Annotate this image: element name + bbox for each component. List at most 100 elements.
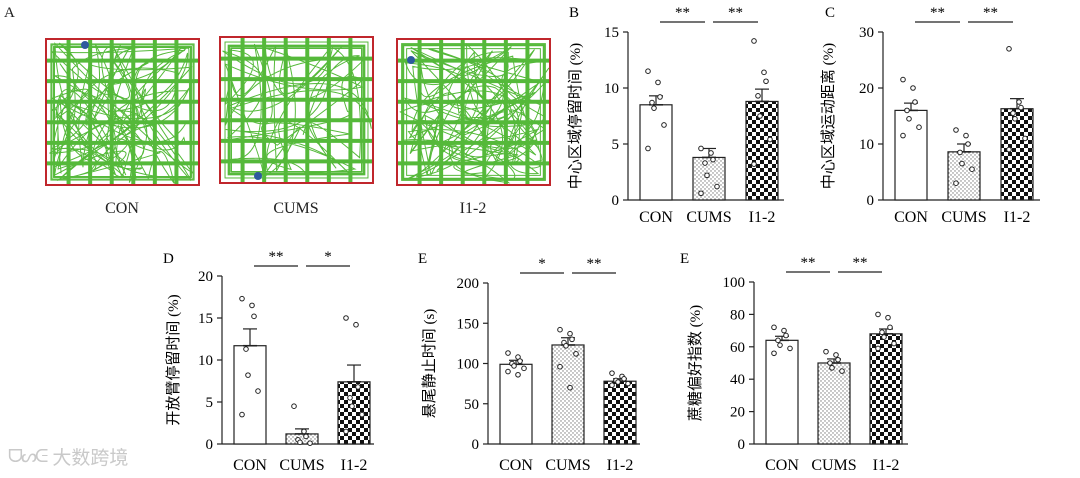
data-point: [567, 384, 573, 391]
bar-con: [639, 104, 673, 201]
significance-label: **: [801, 255, 816, 271]
category-label: CUMS: [686, 209, 731, 226]
watermark-text: 大数跨境: [52, 447, 129, 469]
bar-i1-2: [869, 333, 903, 445]
data-point: [651, 105, 657, 111]
data-point: [969, 166, 975, 172]
arena-track: [224, 41, 369, 179]
data-point: [1006, 146, 1012, 153]
arena-track-canvas: [398, 40, 549, 184]
category-label: CUMS: [941, 209, 986, 226]
data-point: [301, 428, 307, 435]
data-point: [1022, 135, 1028, 142]
data-point: [563, 342, 569, 349]
bar-cums: [947, 151, 981, 201]
data-point: [953, 127, 959, 133]
data-point: [757, 113, 763, 119]
category-label: CUMS: [811, 457, 856, 474]
y-tick-label: 10: [198, 353, 213, 369]
significance-label: **: [983, 5, 998, 21]
data-point: [875, 311, 881, 318]
data-point: [343, 315, 349, 321]
data-point: [959, 160, 965, 167]
significance-label: *: [324, 249, 332, 265]
data-point: [829, 365, 835, 371]
data-point: [900, 132, 906, 139]
y-axis-label: 开放臂停留时间 (%): [165, 294, 182, 425]
data-point: [255, 388, 261, 394]
data-point: [249, 302, 255, 309]
arena-track: [50, 43, 195, 181]
data-point: [557, 363, 563, 370]
data-point: [698, 190, 704, 197]
data-point: [833, 352, 839, 358]
data-point: [783, 332, 789, 339]
data-point: [517, 358, 523, 364]
watermark: ᗜᔕᕮ 大数跨境: [8, 443, 128, 470]
data-point: [704, 172, 710, 179]
data-point: [355, 384, 361, 390]
category-label: I1-2: [1004, 209, 1031, 226]
data-point: [251, 313, 257, 320]
y-tick-label: 150: [457, 316, 480, 332]
arena-track-canvas: [221, 38, 372, 182]
category-label: CON: [233, 457, 267, 474]
data-point: [887, 324, 893, 331]
arena-i1-2: [396, 38, 551, 186]
significance-label: **: [675, 5, 690, 21]
data-point: [657, 94, 663, 100]
data-point: [297, 439, 303, 446]
arena-track: [230, 47, 363, 173]
y-axis-label: 蔗糖偏好指数 (%): [687, 305, 704, 421]
y-tick-label: 10: [604, 81, 619, 97]
y-tick-label: 0: [738, 437, 746, 453]
category-label: I1-2: [341, 457, 368, 474]
data-point: [891, 340, 897, 347]
y-tick-label: 5: [612, 137, 620, 153]
data-point: [353, 321, 359, 328]
data-point: [835, 356, 841, 363]
data-point: [900, 76, 906, 83]
significance-label: **: [269, 249, 284, 265]
chart-b: B 0 5 10 15 中心区域停留时间 (%) CON CUMS I1-2 ** **: [567, 5, 784, 226]
data-point: [767, 136, 773, 143]
bar-con: [233, 345, 267, 445]
data-point: [881, 334, 887, 340]
significance-label: **: [728, 5, 743, 21]
data-point: [505, 368, 511, 375]
data-point: [885, 314, 891, 321]
data-point: [303, 433, 309, 440]
data-point: [567, 330, 573, 337]
category-label: CON: [894, 209, 928, 226]
arena-track: [227, 44, 366, 176]
y-axis-label: 中心区域停留时间 (%): [567, 43, 584, 189]
category-label: I1-2: [873, 457, 900, 474]
y-tick-label: 60: [730, 340, 745, 356]
bar-cums: [817, 362, 851, 445]
arena-start-marker: [81, 41, 89, 49]
data-point: [781, 327, 787, 334]
data-point: [609, 370, 615, 376]
data-point: [625, 380, 631, 387]
category-label: I1-2: [749, 209, 776, 226]
data-point: [239, 411, 245, 418]
data-point: [963, 132, 969, 139]
bar-i1-2: [337, 381, 371, 445]
data-point: [243, 346, 249, 352]
arena-start-marker: [407, 56, 415, 64]
data-point: [1006, 46, 1012, 52]
data-point: [1016, 99, 1022, 105]
data-point: [875, 345, 881, 352]
data-point: [823, 348, 829, 355]
category-label: CUMS: [545, 457, 590, 474]
category-label: I1-2: [607, 457, 634, 474]
data-point: [505, 350, 511, 356]
data-point: [755, 93, 761, 99]
significance-label: **: [587, 256, 602, 272]
y-tick-label: 0: [867, 193, 875, 209]
data-point: [521, 365, 527, 372]
data-point: [879, 329, 885, 336]
data-point: [771, 324, 777, 331]
panel-letter: B: [569, 5, 579, 21]
